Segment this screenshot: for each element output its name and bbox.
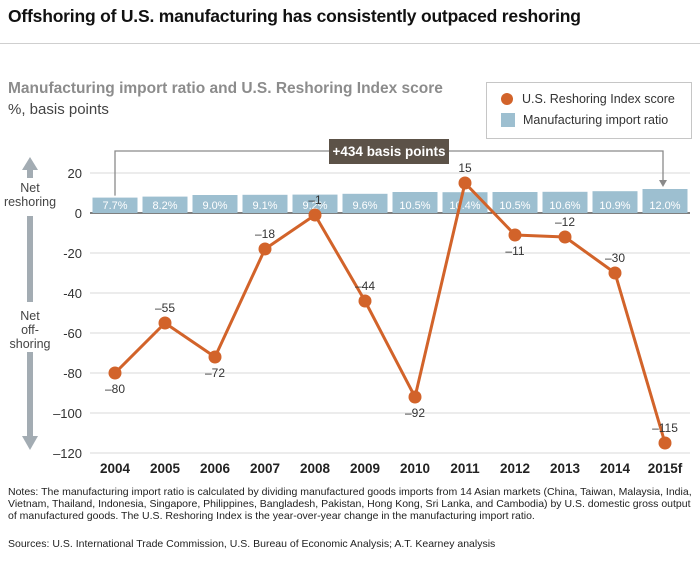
y-tick-label: –120 [53, 446, 82, 461]
legend: U.S. Reshoring Index score Manufacturing… [486, 82, 692, 139]
arrow-down-icon [22, 436, 38, 450]
x-tick-label: 2015f [648, 461, 683, 476]
y-tick-label: -60 [63, 326, 82, 341]
reshoring-index-point [558, 230, 572, 244]
line-data-label: –30 [605, 251, 625, 265]
reshoring-index-line [113, 181, 667, 444]
bar-data-label: 10.9% [599, 200, 630, 212]
reshoring-index-point [308, 208, 322, 222]
line-data-label: 15 [458, 161, 472, 175]
x-tick-label: 2008 [300, 461, 331, 476]
y-tick-label: –100 [53, 406, 82, 421]
annotation-box [329, 139, 449, 164]
arrow-up-icon [22, 157, 38, 170]
title-divider [0, 43, 700, 44]
bar-data-label: 10.5% [399, 200, 430, 212]
y-tick-label: -40 [63, 286, 82, 301]
bar-import-ratio [92, 197, 138, 213]
bar-data-label: 10.6% [549, 200, 580, 212]
bar-data-label: 12.0% [649, 200, 680, 212]
bracket-arrowhead [659, 180, 667, 187]
bar-import-ratio [592, 191, 638, 213]
line-data-label: –18 [255, 227, 275, 241]
reshoring-index-point [408, 390, 422, 404]
reshoring-index-point [608, 266, 622, 280]
bar-data-label: 9.6% [352, 200, 377, 212]
line-data-label: –44 [355, 279, 375, 293]
line-data-label: –55 [155, 301, 175, 315]
bar-data-label: 10.5% [499, 200, 530, 212]
reshoring-index-point [358, 294, 372, 308]
bar-data-label: 9.0% [202, 200, 227, 212]
bar-data-label: 7.7% [102, 200, 127, 212]
bar-data-label: 10.4% [449, 200, 480, 212]
bar-import-ratio [442, 192, 488, 213]
page-title: Offshoring of U.S. manufacturing has con… [8, 6, 581, 26]
line-data-label: –12 [555, 215, 575, 229]
side-label-net-offshoring: Net [20, 309, 40, 323]
x-tick-label: 2010 [400, 461, 430, 476]
x-tick-label: 2014 [600, 461, 631, 476]
y-tick-label: -80 [63, 366, 82, 381]
legend-label: Manufacturing import ratio [523, 113, 669, 127]
bar-import-ratio [392, 192, 438, 213]
bar-import-ratio [292, 194, 338, 213]
x-tick-label: 2009 [350, 461, 380, 476]
bar-import-ratio [242, 194, 288, 213]
chart-title: Manufacturing import ratio and U.S. Resh… [8, 80, 443, 97]
side-label-net-offshoring: off- [21, 323, 39, 337]
line-data-label: –80 [105, 382, 125, 396]
legend-square-icon [501, 113, 515, 127]
bar-data-label: 9.2% [302, 200, 327, 212]
reshoring-index-point [658, 436, 672, 450]
bar-import-ratio [492, 192, 538, 213]
bar-import-ratio [642, 189, 688, 213]
side-label-net-reshoring: reshoring [4, 195, 56, 209]
x-tick-label: 2011 [450, 461, 480, 476]
line-data-label: –1 [308, 193, 322, 207]
reshoring-index-point [508, 228, 522, 242]
sources: Sources: U.S. International Trade Commis… [8, 538, 496, 550]
reshoring-index-point [108, 366, 122, 380]
x-tick-label: 2004 [100, 461, 131, 476]
y-tick-label: -20 [63, 246, 82, 261]
annotation-label: +434 basis points [333, 144, 446, 159]
x-tick-label: 2006 [200, 461, 231, 476]
bar-data-label: 9.1% [252, 200, 277, 212]
line-data-label: –11 [505, 244, 524, 258]
bar-import-ratio [142, 196, 188, 213]
side-label-net-offshoring: shoring [10, 337, 51, 351]
y-tick-label: 20 [68, 166, 82, 181]
legend-item-import-ratio: Manufacturing import ratio [501, 113, 668, 127]
chart-units: %, basis points [8, 101, 109, 118]
reshoring-index-point [258, 242, 272, 256]
line-data-label: –72 [205, 366, 225, 380]
legend-item-reshoring-index: U.S. Reshoring Index score [501, 92, 675, 106]
bar-import-ratio [192, 195, 238, 213]
reshoring-index-point [458, 176, 472, 190]
line-data-label: –115 [652, 421, 678, 435]
footnote: Notes: The manufacturing import ratio is… [8, 486, 692, 522]
y-tick-label: 0 [75, 206, 82, 221]
legend-circle-icon [501, 93, 513, 105]
legend-label: U.S. Reshoring Index score [522, 92, 675, 106]
reshoring-index-point [208, 350, 222, 364]
line-data-label: –92 [405, 406, 425, 420]
x-tick-label: 2007 [250, 461, 280, 476]
bar-import-ratio [342, 193, 388, 213]
bar-data-label: 8.2% [152, 200, 177, 212]
reshoring-index-point [158, 316, 172, 330]
x-tick-label: 2013 [550, 461, 581, 476]
x-tick-label: 2005 [150, 461, 181, 476]
x-tick-label: 2012 [500, 461, 530, 476]
side-label-net-reshoring: Net [20, 181, 40, 195]
chart-area: 20 0 -20 -40 -60 -80 –100 –120 7.7% 8.2% 9.0% 9.1% 9… [4, 139, 690, 476]
bar-import-ratio [542, 191, 588, 213]
